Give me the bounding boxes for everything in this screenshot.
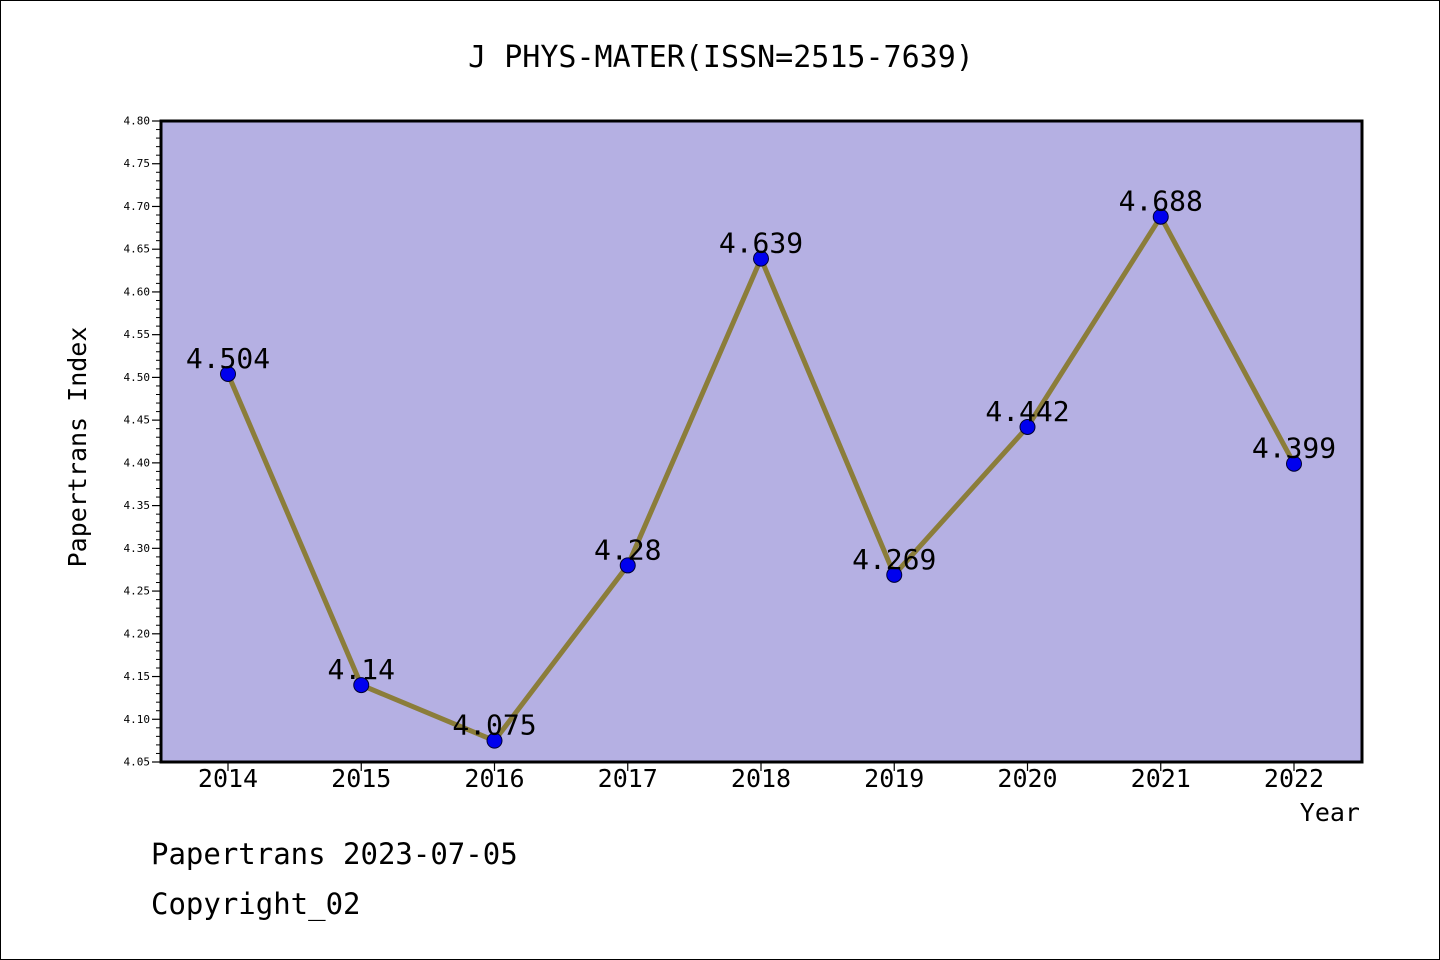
data-point [619,557,636,574]
series [220,208,1302,749]
y-tick-label: 4.30 [124,542,151,555]
x-tick-label: 2019 [864,764,924,793]
data-label: 4.442 [985,395,1069,428]
y-tick-label: 4.50 [124,371,151,384]
x-tick-label: 2014 [198,764,258,793]
data-point [1152,208,1169,225]
x-tick-label: 2022 [1264,764,1324,793]
y-tick-label: 4.25 [124,585,151,598]
x-tick-label: 2020 [997,764,1057,793]
x-tick-label: 2015 [331,764,391,793]
y-axis: 4.05 4.10 4.15 4.20 4.25 4.30 4.35 4.40 4.45 4.50… [124,115,161,769]
data-label: 4.14 [328,653,395,686]
y-tick-label: 4.65 [124,243,151,256]
data-label: 4.688 [1119,185,1203,218]
y-tick-label: 4.45 [124,414,151,427]
x-axis: 2014 2015 2016 2017 2018 2019 2020 2021 2022 [198,762,1324,793]
y-tick-label: 4.35 [124,499,151,512]
data-label: 4.504 [186,342,270,375]
x-axis-label: Year [1300,798,1360,827]
x-tick-label: 2016 [464,764,524,793]
y-tick-label: 4.75 [124,157,151,170]
chart-title: J PHYS-MATER(ISSN=2515-7639) [468,40,974,75]
y-tick-label: 4.20 [124,627,151,640]
footer-copyright-line: Copyright_02 [151,887,361,921]
data-label: 4.075 [452,709,536,742]
data-point [886,566,903,583]
data-point [486,732,503,749]
y-tick-label: 4.40 [124,456,151,469]
data-point [1019,418,1036,435]
y-tick-label: 4.80 [124,115,151,128]
data-labels: 4.504 4.14 4.075 4.28 4.639 4.269 4.442 4.688 4.… [186,185,1336,742]
y-tick-label: 4.70 [124,200,151,213]
data-label: 4.639 [719,227,803,260]
data-point [753,250,769,267]
y-tick-label: 4.15 [124,670,151,683]
y-axis-label: Papertrans Index [63,327,92,568]
data-point [353,677,370,694]
x-tick-label: 2018 [731,764,791,793]
data-point [220,365,236,382]
plot-area [159,119,1364,764]
y-tick-label: 4.10 [124,713,151,726]
data-label: 4.28 [594,533,661,566]
y-tick-label: 4.55 [124,328,151,341]
y-tick-label: 4.05 [124,756,151,769]
data-label: 4.269 [852,543,936,576]
x-tick-label: 2017 [598,764,658,793]
footer-date-line: Papertrans 2023-07-05 [151,837,518,871]
y-tick-label: 4.60 [124,285,151,298]
x-tick-label: 2021 [1131,764,1191,793]
data-label: 4.399 [1252,432,1336,465]
data-point [1286,455,1302,472]
